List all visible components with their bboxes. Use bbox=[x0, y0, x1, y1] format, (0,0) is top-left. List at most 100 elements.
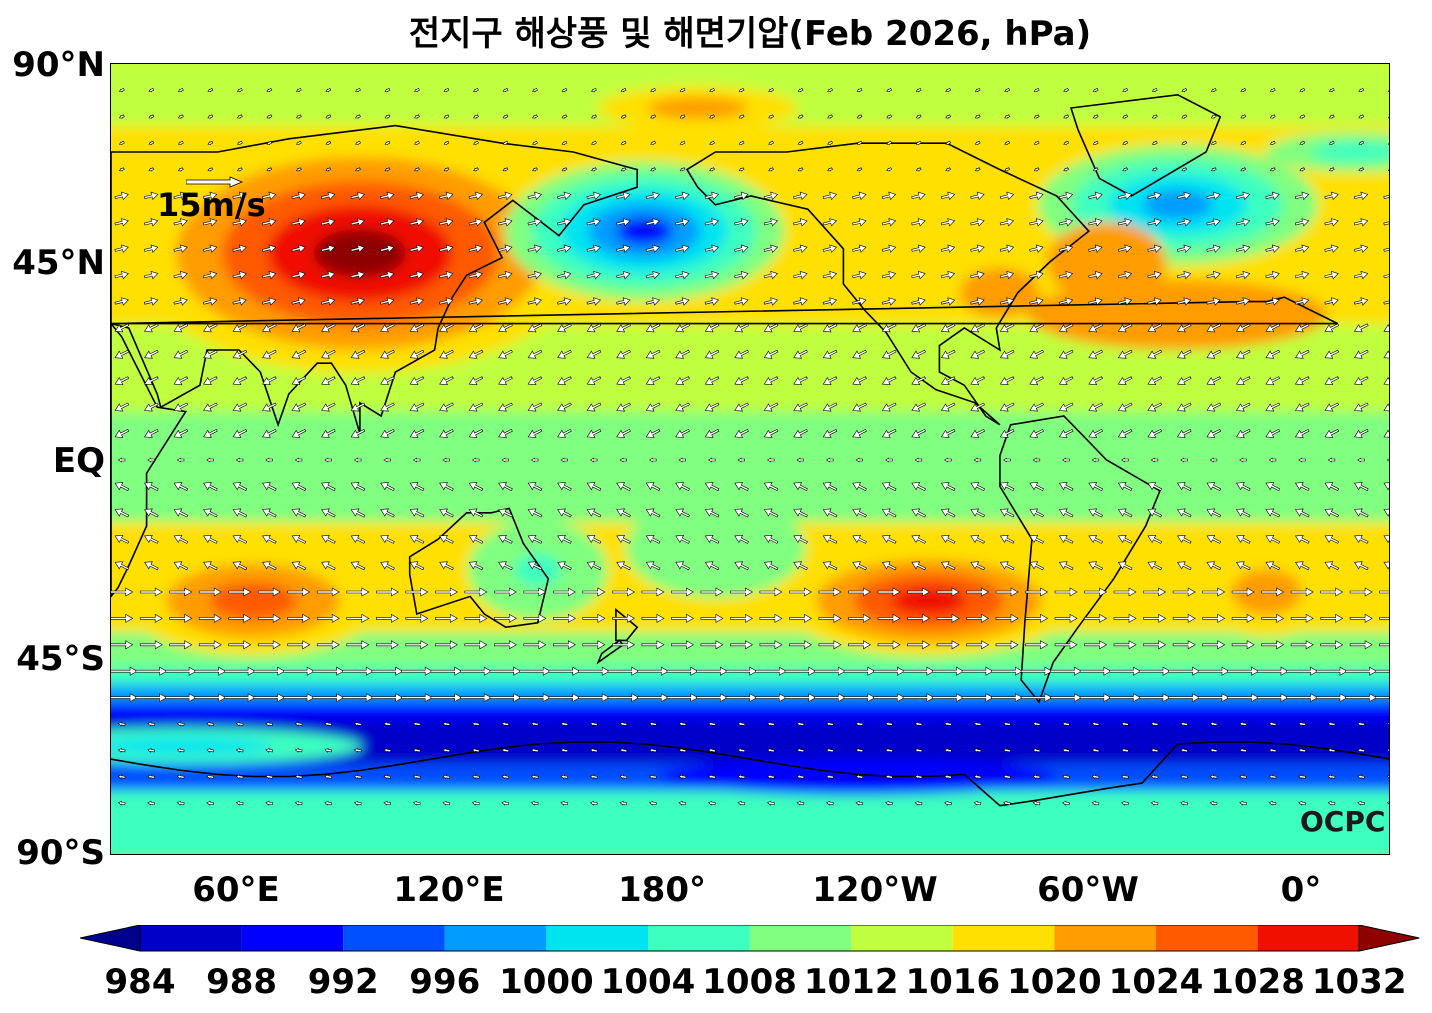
wind-arrow bbox=[1004, 140, 1011, 145]
wind-arrow bbox=[350, 244, 365, 253]
wind-arrow bbox=[1239, 721, 1247, 727]
wind-arrow bbox=[176, 721, 185, 727]
wind-arrow bbox=[1240, 167, 1247, 172]
wind-arrow bbox=[291, 376, 307, 386]
colorbar-tick-label: 1032 bbox=[1311, 962, 1407, 1002]
wind-arrow bbox=[914, 774, 923, 780]
wind-arrow bbox=[616, 218, 631, 227]
wind-arrow bbox=[232, 218, 247, 227]
wind-arrow bbox=[945, 167, 952, 172]
wind-arrow bbox=[1239, 457, 1247, 463]
wind-arrow bbox=[501, 721, 510, 727]
wind-arrow bbox=[253, 693, 286, 703]
wind-arrow bbox=[380, 349, 395, 359]
wind-arrow bbox=[1138, 693, 1171, 703]
wind-arrow bbox=[1138, 666, 1171, 676]
wind-arrow bbox=[1345, 693, 1378, 703]
wind-arrow bbox=[1235, 428, 1251, 438]
wind-arrow bbox=[856, 140, 863, 145]
wind-arrow bbox=[380, 402, 395, 412]
wind-arrow bbox=[350, 297, 365, 306]
wind-arrow bbox=[557, 508, 572, 518]
wind-arrow bbox=[970, 428, 985, 438]
wind-arrow bbox=[380, 428, 395, 438]
wind-arrow bbox=[1033, 140, 1040, 145]
wind-arrow bbox=[784, 693, 817, 703]
wind-arrow bbox=[586, 349, 602, 359]
wind-arrow bbox=[194, 666, 227, 676]
wind-arrow bbox=[350, 349, 366, 359]
wind-arrow bbox=[1151, 114, 1158, 119]
wind-arrow bbox=[675, 561, 690, 571]
wind-arrow bbox=[881, 323, 897, 333]
wind-arrow bbox=[671, 587, 695, 597]
wind-arrow bbox=[1294, 482, 1310, 492]
wind-arrow bbox=[1324, 508, 1340, 518]
wind-arrow bbox=[1268, 774, 1277, 780]
wind-arrow bbox=[1150, 748, 1159, 753]
wind-arrow bbox=[675, 270, 690, 280]
wind-arrow bbox=[1029, 349, 1044, 359]
wind-arrow bbox=[523, 640, 547, 650]
wind-arrow bbox=[725, 666, 758, 676]
wind-arrow bbox=[763, 376, 779, 386]
wind-arrow bbox=[616, 349, 631, 359]
wind-arrow bbox=[173, 270, 188, 280]
wind-arrow bbox=[1168, 666, 1201, 676]
wind-arrow bbox=[1386, 748, 1389, 753]
wind-arrow bbox=[1328, 88, 1335, 93]
wind-arrow bbox=[194, 693, 227, 703]
wind-arrow bbox=[885, 721, 893, 727]
wind-arrow bbox=[1181, 88, 1188, 93]
wind-arrow bbox=[523, 613, 547, 623]
wind-arrow bbox=[881, 218, 897, 227]
wind-arrow bbox=[1029, 402, 1044, 412]
wind-arrow bbox=[223, 693, 256, 703]
wind-arrow bbox=[176, 800, 185, 806]
wind-arrow bbox=[789, 587, 813, 597]
wind-arrow bbox=[375, 613, 399, 623]
wind-arrow bbox=[852, 244, 867, 253]
wind-arrow bbox=[970, 508, 985, 518]
wind-arrow bbox=[383, 748, 392, 753]
wind-arrow bbox=[552, 640, 576, 650]
wind-arrow bbox=[203, 376, 218, 386]
wind-arrow bbox=[796, 800, 805, 806]
wind-arrow bbox=[1176, 561, 1192, 571]
wind-arrow bbox=[409, 561, 425, 571]
wind-arrow bbox=[560, 748, 569, 753]
wind-arrow bbox=[970, 376, 985, 386]
wind-arrow bbox=[940, 349, 956, 359]
wind-arrow bbox=[619, 457, 628, 463]
wind-arrow bbox=[582, 587, 606, 597]
wind-arrow bbox=[822, 244, 838, 253]
wind-arrow bbox=[350, 428, 366, 438]
wind-arrow bbox=[1117, 270, 1133, 280]
wind-arrow bbox=[911, 297, 926, 306]
wind-arrow bbox=[502, 88, 509, 93]
wind-arrow bbox=[1025, 640, 1049, 650]
wind-arrow bbox=[797, 140, 804, 145]
colorbar-tick-label: 1004 bbox=[600, 962, 696, 1002]
wind-arrow bbox=[873, 666, 906, 676]
wind-arrow bbox=[793, 218, 808, 227]
wind-arrow bbox=[321, 402, 336, 412]
wind-arrow bbox=[945, 114, 952, 119]
wind-arrow bbox=[970, 402, 985, 412]
wind-arrow bbox=[1176, 376, 1192, 386]
wind-arrow bbox=[177, 88, 184, 93]
wind-arrow bbox=[1235, 534, 1251, 544]
wind-arrow bbox=[784, 666, 817, 676]
wind-arrow bbox=[439, 270, 454, 280]
wind-arrow bbox=[442, 774, 451, 780]
wind-arrow bbox=[734, 270, 749, 280]
wind-arrow bbox=[203, 349, 218, 359]
wind-arrow bbox=[1324, 218, 1339, 227]
wind-arrow bbox=[468, 376, 484, 386]
colorbar-tick-label: 996 bbox=[409, 962, 481, 1002]
wind-arrow bbox=[1240, 114, 1247, 119]
wind-arrow bbox=[316, 587, 340, 597]
wind-arrow bbox=[1210, 114, 1217, 119]
wind-arrow bbox=[1206, 244, 1221, 253]
wind-arrow bbox=[763, 482, 779, 492]
